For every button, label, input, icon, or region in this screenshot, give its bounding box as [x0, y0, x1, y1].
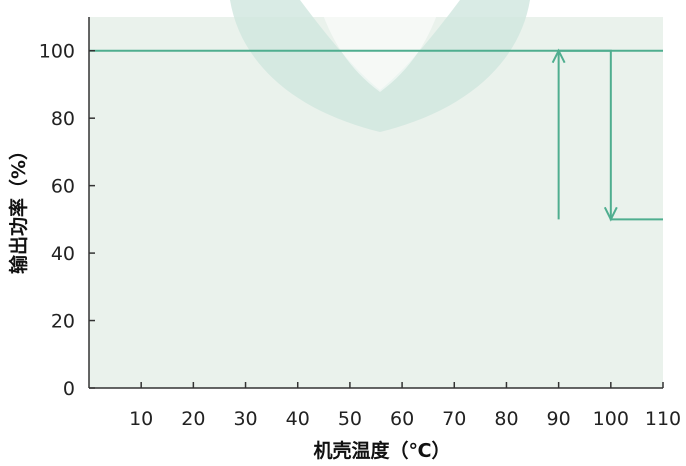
y-tick-label-20: 20 — [51, 311, 75, 333]
x-tick-label-40: 40 — [286, 408, 310, 430]
series-line-1 — [89, 49, 663, 221]
y-tick-label-100: 100 — [39, 41, 75, 63]
y-tick-label-60: 60 — [51, 176, 75, 198]
x-tick-label-10: 10 — [129, 408, 153, 430]
y-tick-label-40: 40 — [51, 243, 75, 265]
x-tick-label-30: 30 — [233, 408, 257, 430]
watermark-heart — [230, 0, 530, 132]
x-tick-label-100: 100 — [593, 408, 629, 430]
x-tick-label-20: 20 — [181, 408, 205, 430]
arrow-head-up — [551, 48, 566, 64]
x-tick-label-80: 80 — [494, 408, 518, 430]
x-tick-label-110: 110 — [645, 408, 681, 430]
x-axis-ticks: 10 20 30 40 50 60 70 80 90 100 110 — [129, 382, 681, 430]
y-axis-ticks: 0 20 40 60 80 100 — [39, 41, 95, 400]
y-axis-title: 输出功率（%） — [7, 141, 30, 274]
watermark-heart-inner — [318, 0, 442, 92]
x-tick-label-70: 70 — [442, 408, 466, 430]
arrow-head-down — [603, 206, 618, 222]
arrow-heads — [551, 48, 618, 222]
x-tick-label-50: 50 — [338, 408, 362, 430]
x-tick-label-60: 60 — [390, 408, 414, 430]
watermark-logo — [230, 0, 530, 132]
x-axis-title: 机壳温度（℃） — [313, 439, 450, 462]
y-tick-label-80: 80 — [51, 108, 75, 130]
x-tick-label-90: 90 — [547, 408, 571, 430]
y-tick-label-0: 0 — [63, 378, 75, 400]
